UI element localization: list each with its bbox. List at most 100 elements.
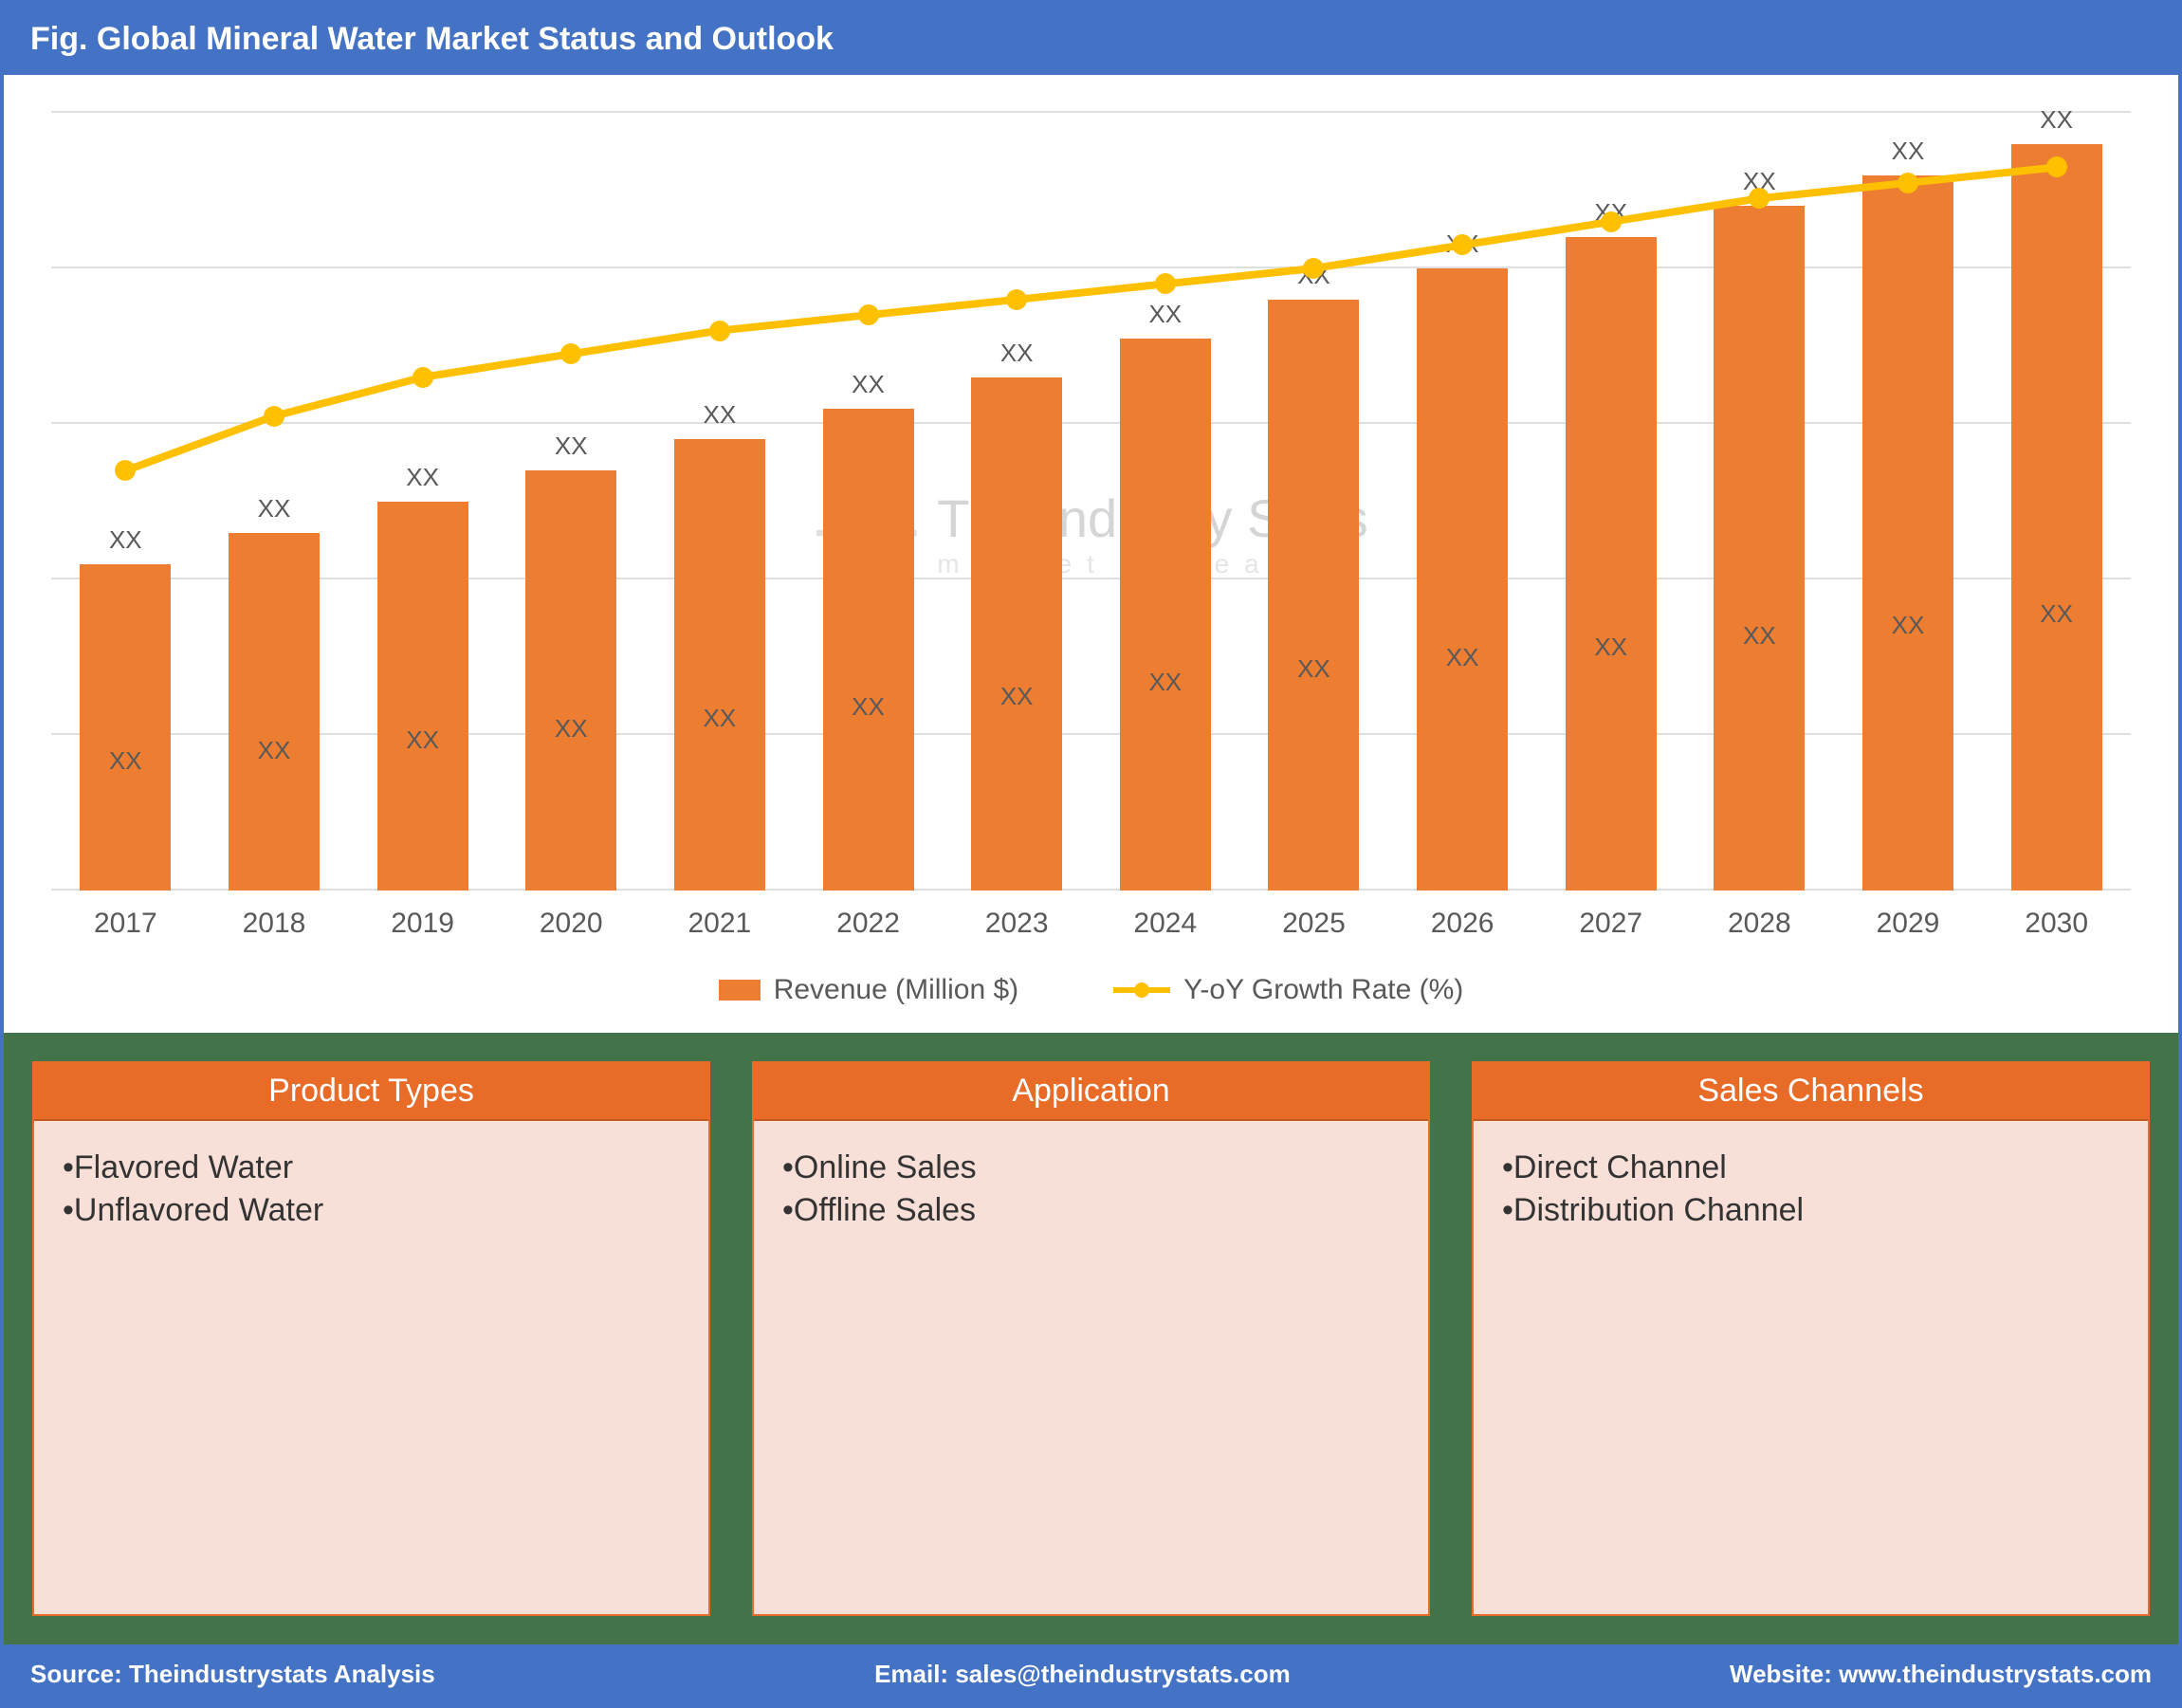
bar-top-label: XX — [794, 370, 943, 399]
x-axis-label: 2027 — [1536, 908, 1685, 940]
bars: XXXXXXXXXXXXXXXXXXXXXXXXXXXXXXXXXXXXXXXX… — [51, 113, 2131, 891]
bar — [823, 409, 914, 891]
footer-email: Email: sales@theindustrystats.com — [874, 1660, 1291, 1689]
legend-line-label: Y-oY Growth Rate (%) — [1183, 974, 1463, 1006]
panel-body: •Flavored Water•Unflavored Water — [34, 1121, 708, 1258]
bar-inner-label: XX — [794, 692, 943, 722]
bar-slot: XXXX — [1834, 113, 1983, 891]
x-axis-label: 2030 — [1982, 908, 2131, 940]
x-axis-label: 2025 — [1239, 908, 1388, 940]
bar-slot: XXXX — [1982, 113, 2131, 891]
bar — [1862, 175, 1953, 891]
line-marker — [709, 321, 730, 341]
bar-top-label: XX — [1091, 300, 1239, 329]
legend-bar-swatch — [719, 980, 761, 1001]
x-axis-label: 2029 — [1834, 908, 1983, 940]
chart-canvas: The Industry Stats market research XXXXX… — [51, 113, 2131, 891]
x-axis-labels: 2017201820192020202120222023202420252026… — [51, 908, 2131, 940]
panel-header: Product Types — [34, 1063, 708, 1121]
x-axis-label: 2023 — [943, 908, 1091, 940]
bar-inner-label: XX — [497, 714, 646, 744]
footer-source: Source: Theindustrystats Analysis — [30, 1660, 435, 1689]
bar-top-label: XX — [497, 432, 646, 461]
legend-bar-label: Revenue (Million $) — [774, 974, 1018, 1006]
info-panel: Product Types•Flavored Water•Unflavored … — [32, 1061, 710, 1616]
figure-frame: Fig. Global Mineral Water Market Status … — [0, 0, 2182, 1708]
bar-top-label: XX — [646, 400, 795, 430]
x-axis-label: 2022 — [794, 908, 943, 940]
bar — [2011, 144, 2102, 891]
bar-slot: XX XX — [497, 113, 646, 891]
bar-inner-label: XX — [1685, 621, 1834, 651]
bar-inner-label: XX — [51, 746, 200, 776]
bar-slot: XX XX — [646, 113, 795, 891]
panel-item: •Flavored Water — [63, 1149, 680, 1186]
x-axis-label: 2019 — [348, 908, 497, 940]
panel-header: Application — [754, 1063, 1428, 1121]
line-marker — [413, 367, 433, 388]
x-axis-label: 2024 — [1091, 908, 1239, 940]
panel-item: •Distribution Channel — [1502, 1192, 2119, 1229]
panel-item: •Online Sales — [782, 1149, 1400, 1186]
footer-website-value: www.theindustrystats.com — [1839, 1660, 2152, 1688]
footer-email-value: sales@theindustrystats.com — [955, 1660, 1290, 1688]
bar-inner-label: XX — [200, 736, 349, 765]
legend-bar: Revenue (Million $) — [719, 974, 1018, 1006]
line-marker — [1006, 289, 1027, 310]
panel-body: •Online Sales •Offline Sales — [754, 1121, 1428, 1258]
bar-inner-label: XX — [1982, 599, 2131, 629]
legend-line: Y-oY Growth Rate (%) — [1113, 974, 1463, 1006]
bar-inner-label: XX — [348, 725, 497, 755]
bar-inner-label: XX — [646, 704, 795, 733]
bar-top-label: XX — [348, 463, 497, 492]
bar-top-label: XX — [51, 525, 200, 555]
bar — [80, 564, 171, 891]
bar — [1566, 237, 1657, 891]
bar — [971, 377, 1062, 891]
bar — [674, 439, 765, 891]
bar-slot: XXXX — [1388, 113, 1537, 891]
footer-email-label: Email: — [874, 1660, 948, 1688]
bar — [525, 470, 616, 891]
x-axis-label: 2021 — [646, 908, 795, 940]
footer-source-label: Source: — [30, 1660, 122, 1688]
x-axis-label: 2026 — [1388, 908, 1537, 940]
info-panel: Sales Channels •Direct Channel •Distributi… — [1472, 1061, 2150, 1616]
line-marker — [264, 406, 284, 427]
bar-slot: XXXX — [1685, 113, 1834, 891]
x-axis-label: 2018 — [200, 908, 349, 940]
figure-title: Fig. Global Mineral Water Market Status … — [4, 4, 2178, 75]
footer-source-value: Theindustrystats Analysis — [129, 1660, 435, 1688]
chart-legend: Revenue (Million $) Y-oY Growth Rate (%) — [51, 974, 2131, 1006]
bar-inner-label: XX — [1388, 643, 1537, 672]
line-marker — [858, 304, 879, 325]
panel-item: •Offline Sales — [782, 1192, 1400, 1229]
chart-area: The Industry Stats market research XXXXX… — [4, 75, 2178, 1033]
bar-inner-label: XX — [1536, 633, 1685, 662]
line-marker — [1898, 173, 1918, 193]
bar — [1417, 268, 1508, 891]
bar — [229, 533, 320, 891]
bar-slot: XX XX — [1091, 113, 1239, 891]
panel-item: •Direct Channel — [1502, 1149, 2119, 1186]
bar-slot: XX XX — [51, 113, 200, 891]
bar-slot: XX XX — [794, 113, 943, 891]
bar-inner-label: XX — [1091, 668, 1239, 697]
bar — [377, 502, 468, 891]
info-panel: Application •Online Sales •Offline Sales — [752, 1061, 1430, 1616]
bar — [1268, 300, 1359, 891]
panels-section: Product Types•Flavored Water•Unflavored … — [4, 1033, 2178, 1644]
x-axis-label: 2020 — [497, 908, 646, 940]
bar-slot: XXXX — [1239, 113, 1388, 891]
x-axis-label: 2017 — [51, 908, 200, 940]
bar-inner-label: XX — [1239, 654, 1388, 684]
legend-line-swatch — [1113, 980, 1170, 1001]
bar-top-label: XX — [1982, 105, 2131, 135]
footer-website-label: Website: — [1730, 1660, 1832, 1688]
bar-top-label: XX — [200, 494, 349, 523]
panel-header: Sales Channels — [1474, 1063, 2148, 1121]
figure-footer: Source: Theindustrystats Analysis Email:… — [4, 1644, 2178, 1704]
bar-slot: XXXX — [943, 113, 1091, 891]
bar — [1714, 206, 1805, 891]
bar-slot: XX XX — [200, 113, 349, 891]
